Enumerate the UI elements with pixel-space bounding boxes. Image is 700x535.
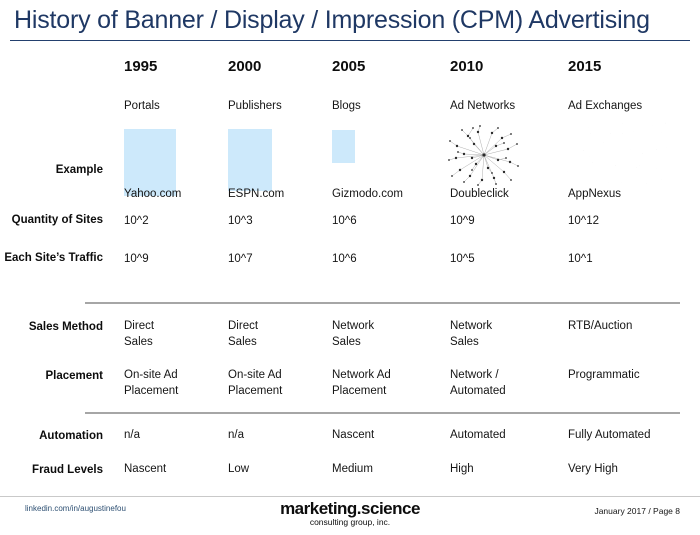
page-title: History of Banner / Display / Impression… bbox=[14, 6, 650, 34]
cell-sales-method-4: Network Sales bbox=[450, 320, 493, 348]
network-graph-icon bbox=[448, 125, 519, 186]
cell-placement-2: On-site Ad Placement bbox=[228, 369, 283, 397]
row-label-placement: Placement bbox=[45, 370, 103, 382]
column-subheader-player-1: Portals bbox=[124, 100, 160, 112]
cell-fraud-4: High bbox=[450, 463, 474, 475]
section-divider-1 bbox=[85, 302, 680, 304]
column-header-year-4: 2010 bbox=[450, 58, 484, 75]
cell-sales-method-3: Network Sales bbox=[332, 320, 375, 348]
example-name-3: Gizmodo.com bbox=[332, 188, 403, 200]
cell-fraud-5: Very High bbox=[568, 463, 618, 475]
cell-automation-2: n/a bbox=[228, 429, 244, 441]
example-name-2: ESPN.com bbox=[228, 188, 285, 200]
cell-automation-4: Automated bbox=[450, 429, 506, 441]
cell-automation-1: n/a bbox=[124, 429, 140, 441]
column-subheader-player-4: Ad Networks bbox=[450, 100, 516, 112]
cell-sales-method-5: RTB/Auction bbox=[568, 320, 633, 332]
cell-quantity-5: 10^12 bbox=[568, 215, 599, 227]
row-label-example: Example bbox=[55, 164, 103, 176]
cell-traffic-1: 10^9 bbox=[124, 253, 149, 265]
row-label-automation: Automation bbox=[39, 430, 103, 442]
brand-logo: marketing.science consulting group, inc. bbox=[0, 499, 700, 528]
blue-box-small-icon bbox=[332, 130, 355, 163]
cell-placement-5: Programmatic bbox=[568, 369, 640, 381]
row-label-each-site-traffic: Each Site’s Traffic bbox=[4, 252, 103, 264]
title-divider bbox=[10, 40, 690, 41]
example-name-4: Doubleclick bbox=[450, 188, 509, 200]
column-header-year-2: 2000 bbox=[228, 58, 262, 75]
cell-fraud-1: Nascent bbox=[124, 463, 167, 475]
cell-fraud-2: Low bbox=[228, 463, 250, 475]
column-header-year-5: 2015 bbox=[568, 58, 602, 75]
brand-name: marketing.science bbox=[280, 499, 420, 518]
blue-box-medium-icon bbox=[228, 129, 272, 191]
cell-automation-5: Fully Automated bbox=[568, 429, 651, 441]
section-divider-2 bbox=[85, 412, 680, 414]
column-subheader-player-3: Blogs bbox=[332, 100, 361, 112]
row-label-fraud-levels: Fraud Levels bbox=[32, 464, 103, 476]
noise-field-icon bbox=[567, 122, 667, 184]
cell-placement-1: On-site Ad Placement bbox=[124, 369, 179, 397]
column-subheader-player-2: Publishers bbox=[228, 100, 282, 112]
footer-date-page: January 2017 / Page 8 bbox=[594, 506, 680, 516]
cell-quantity-1: 10^2 bbox=[124, 215, 149, 227]
row-label-sales-method: Sales Method bbox=[28, 321, 103, 333]
footer-divider bbox=[0, 496, 700, 497]
example-name-5: AppNexus bbox=[568, 188, 622, 200]
cell-placement-3: Network Ad Placement bbox=[332, 369, 391, 397]
cell-quantity-4: 10^9 bbox=[450, 215, 475, 227]
cell-fraud-3: Medium bbox=[332, 463, 373, 475]
cell-traffic-2: 10^7 bbox=[228, 253, 253, 265]
cell-quantity-3: 10^6 bbox=[332, 215, 357, 227]
column-header-year-1: 1995 bbox=[124, 58, 158, 75]
example-name-1: Yahoo.com bbox=[124, 188, 182, 200]
cell-traffic-5: 10^1 bbox=[568, 253, 593, 265]
brand-tagline: consulting group, inc. bbox=[309, 517, 391, 527]
blue-box-large-icon bbox=[124, 129, 176, 196]
cell-automation-3: Nascent bbox=[332, 429, 375, 441]
column-header-year-3: 2005 bbox=[332, 58, 366, 75]
column-subheader-player-5: Ad Exchanges bbox=[568, 100, 643, 112]
linkedin-profile-link[interactable]: linkedin.com/in/augustinefou bbox=[25, 504, 126, 513]
cell-sales-method-1: Direct Sales bbox=[124, 320, 155, 348]
cell-traffic-3: 10^6 bbox=[332, 253, 357, 265]
cell-quantity-2: 10^3 bbox=[228, 215, 253, 227]
cell-sales-method-2: Direct Sales bbox=[228, 320, 259, 348]
cell-placement-4: Network / Automated bbox=[450, 369, 506, 397]
cell-traffic-4: 10^5 bbox=[450, 253, 475, 265]
row-label-quantity-of-sites: Quantity of Sites bbox=[11, 214, 103, 226]
